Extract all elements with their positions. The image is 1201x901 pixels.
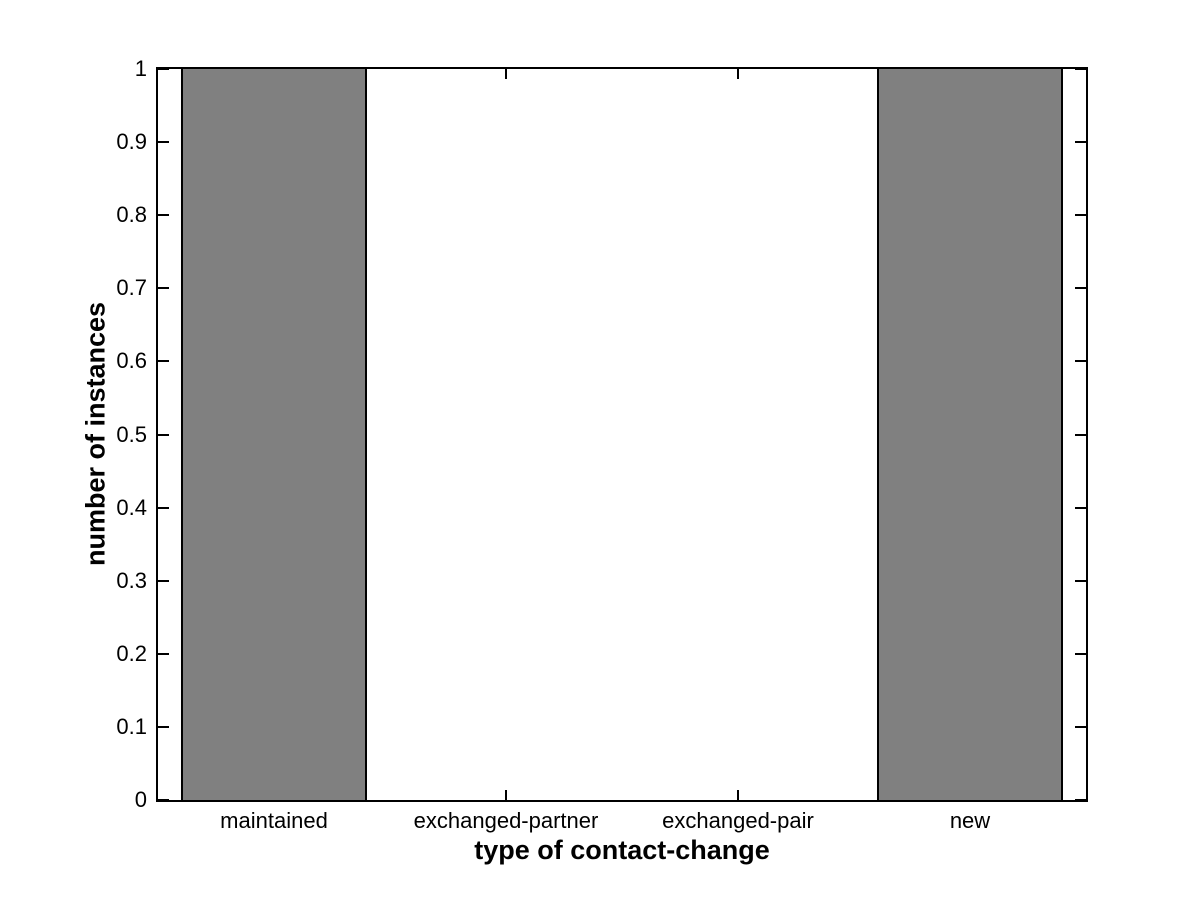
y-tick-right <box>1075 725 1086 728</box>
y-tick-right <box>1075 506 1086 509</box>
y-tick-label: 0.3 <box>116 567 147 593</box>
y-tick-left <box>158 506 169 509</box>
y-tick-left <box>158 579 169 582</box>
y-tick-left <box>158 433 169 436</box>
x-axis-label: type of contact-change <box>474 835 770 865</box>
y-tick-right <box>1075 214 1086 217</box>
y-tick-right <box>1075 360 1086 363</box>
x-tick-label: exchanged-partner <box>413 808 599 833</box>
bar-maintained <box>181 67 367 802</box>
y-tick-label: 0 <box>134 787 147 812</box>
y-tick-left <box>158 68 169 70</box>
y-tick-right <box>1075 287 1086 290</box>
y-tick-right <box>1075 579 1086 582</box>
y-tick-left <box>158 652 169 655</box>
x-tick-label: exchanged-pair <box>662 808 814 833</box>
y-tick-left <box>158 360 169 363</box>
y-tick-right <box>1075 68 1086 70</box>
y-tick-left <box>158 799 169 801</box>
y-tick-label: 0.1 <box>116 713 147 739</box>
y-tick-left <box>158 287 169 290</box>
x-tick-bottom <box>737 790 739 800</box>
y-tick-label: 0.6 <box>116 348 147 374</box>
y-tick-label: 0.5 <box>116 421 147 447</box>
x-tick-top <box>505 69 507 79</box>
y-tick-right <box>1075 652 1086 655</box>
y-tick-label: 0.7 <box>116 275 147 301</box>
x-tick-label: maintained <box>220 808 328 833</box>
y-tick-left <box>158 141 169 144</box>
x-tick-top <box>737 69 739 79</box>
y-tick-label: 0.9 <box>116 129 147 155</box>
y-tick-label: 0.4 <box>116 494 147 520</box>
y-tick-right <box>1075 799 1086 801</box>
y-tick-left <box>158 725 169 728</box>
x-tick-bottom <box>505 790 507 800</box>
y-tick-label: 0.2 <box>116 640 147 666</box>
y-tick-left <box>158 214 169 217</box>
y-tick-right <box>1075 433 1086 436</box>
bar-new <box>877 67 1063 802</box>
y-tick-right <box>1075 141 1086 144</box>
y-tick-label: 1 <box>134 56 147 81</box>
x-tick-label: new <box>949 808 991 833</box>
y-tick-label: 0.8 <box>116 202 147 228</box>
